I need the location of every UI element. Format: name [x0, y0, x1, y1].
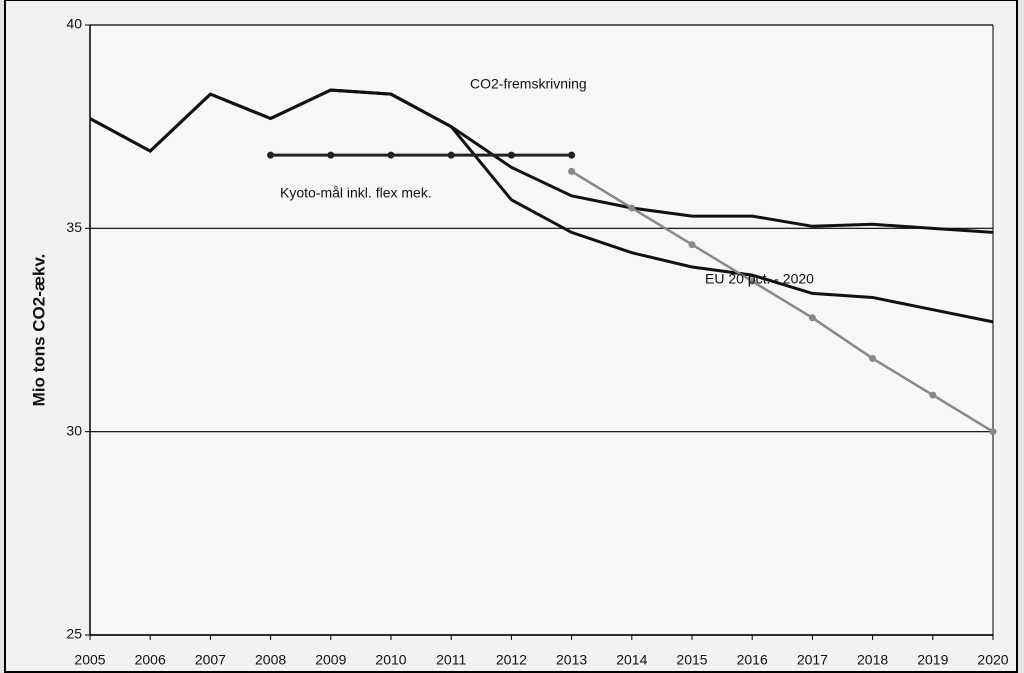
x-tick-label: 2011 [436, 652, 466, 668]
series-marker [989, 428, 997, 436]
y-axis-label: Mio tons CO2-ækv. [29, 254, 48, 407]
series-marker [327, 151, 335, 159]
x-tick-label: 2019 [917, 652, 948, 668]
series-marker [447, 151, 455, 159]
series-label: CO2-fremskrivning [470, 76, 587, 92]
series-marker [267, 151, 275, 159]
series-marker [688, 241, 696, 249]
series-marker [628, 204, 636, 212]
series-marker [869, 354, 877, 362]
series-label: EU 20 pct. - 2020 [705, 271, 814, 287]
x-tick-label: 2013 [556, 652, 587, 668]
series-marker [929, 391, 937, 399]
x-tick-label: 2020 [977, 652, 1008, 668]
series-marker [568, 167, 576, 175]
x-tick-label: 2012 [496, 652, 527, 668]
series-marker [507, 151, 515, 159]
series-line [89, 88, 994, 324]
x-tick-label: 2007 [195, 652, 226, 668]
y-tick-label: 40 [66, 16, 82, 32]
x-tick-label: 2014 [616, 652, 647, 668]
series-marker [808, 314, 816, 322]
x-tick-label: 2018 [857, 652, 888, 668]
series-line [570, 170, 994, 433]
x-tick-label: 2009 [315, 652, 346, 668]
x-tick-label: 2006 [135, 652, 166, 668]
y-tick-label: 25 [66, 626, 82, 642]
plot-area [90, 25, 993, 635]
series-marker [387, 151, 395, 159]
series-marker [568, 151, 576, 159]
x-tick-label: 2017 [797, 652, 828, 668]
series-label: Kyoto-mål inkl. flex mek. [280, 185, 432, 201]
x-tick-label: 2010 [375, 652, 406, 668]
y-tick-label: 35 [66, 219, 82, 235]
x-tick-label: 2015 [676, 652, 707, 668]
y-tick-label: 30 [66, 422, 82, 438]
x-tick-label: 2005 [74, 652, 105, 668]
x-tick-label: 2016 [737, 652, 768, 668]
series-marker [748, 277, 756, 285]
x-tick-label: 2008 [255, 652, 286, 668]
